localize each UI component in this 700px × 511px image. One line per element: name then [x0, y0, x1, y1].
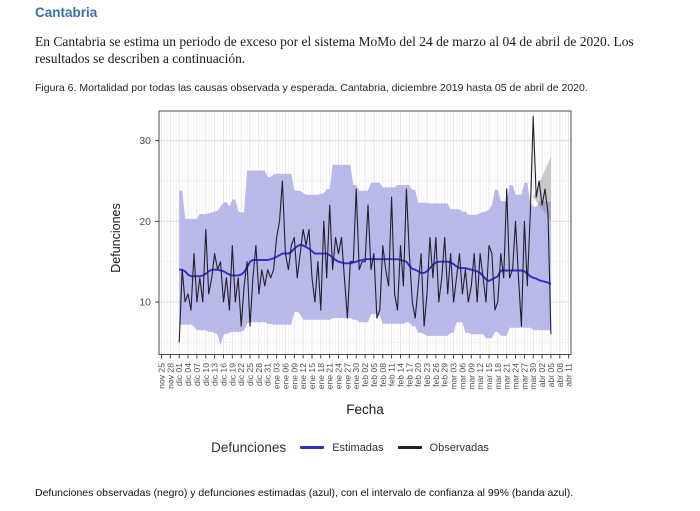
svg-text:feb 26: feb 26	[431, 363, 441, 387]
svg-text:mar 12: mar 12	[475, 363, 485, 390]
svg-text:feb 14: feb 14	[396, 363, 406, 387]
legend-title: Defunciones	[211, 440, 287, 455]
estimadas-line-swatch	[300, 446, 325, 449]
svg-text:dic 31: dic 31	[263, 363, 273, 386]
svg-text:ene 18: ene 18	[316, 363, 326, 390]
figure-caption: Figura 6. Mortalidad por todas las causa…	[35, 82, 588, 94]
svg-text:mar 09: mar 09	[466, 363, 476, 390]
svg-text:nov 28: nov 28	[165, 363, 175, 389]
svg-text:feb 02: feb 02	[360, 363, 370, 387]
svg-text:mar 24: mar 24	[511, 363, 521, 390]
svg-text:feb 20: feb 20	[413, 363, 423, 387]
observadas-line-swatch	[397, 446, 422, 449]
svg-text:dic 28: dic 28	[254, 363, 264, 386]
legend-label-estimadas: Estimadas	[332, 441, 384, 454]
svg-text:mar 03: mar 03	[449, 363, 459, 390]
x-axis-title: Fecha	[346, 402, 384, 417]
svg-text:dic 19: dic 19	[227, 363, 237, 386]
svg-text:dic 07: dic 07	[192, 363, 202, 386]
svg-text:abr 05: abr 05	[546, 363, 556, 388]
observadas-line	[178, 115, 552, 343]
svg-text:ene 15: ene 15	[307, 363, 317, 390]
mortality-chart: nov 25 nov 28 dic 01 dic 04 dic 07 dic 10 dic …	[106, 106, 586, 426]
svg-text:dic 13: dic 13	[210, 363, 220, 386]
svg-text:mar 18: mar 18	[493, 363, 503, 390]
svg-text:dic 10: dic 10	[201, 363, 211, 386]
svg-text:feb 17: feb 17	[404, 363, 414, 387]
svg-text:ene 24: ene 24	[334, 363, 344, 390]
region-heading: Cantabria	[35, 5, 98, 20]
figure-footnote: Defunciones observadas (negro) y defunci…	[35, 487, 574, 499]
legend-entry-observadas: Observadas	[397, 441, 489, 454]
svg-text:ene 03: ene 03	[272, 363, 282, 390]
svg-text:mar 30: mar 30	[528, 363, 538, 390]
svg-text:ene 06: ene 06	[280, 363, 290, 390]
y-axis-title: Defunciones	[109, 203, 123, 273]
svg-text:mar 21: mar 21	[502, 363, 512, 390]
svg-text:20: 20	[139, 216, 151, 228]
svg-text:mar 06: mar 06	[457, 363, 467, 390]
svg-text:mar 27: mar 27	[519, 363, 529, 390]
legend-entry-estimadas: Estimadas	[300, 441, 384, 454]
svg-text:feb 08: feb 08	[378, 363, 388, 387]
chart-legend: Defunciones Estimadas Observadas	[0, 440, 700, 455]
svg-text:ene 30: ene 30	[351, 363, 361, 390]
svg-text:30: 30	[139, 135, 151, 147]
svg-text:feb 29: feb 29	[440, 363, 450, 387]
svg-text:feb 23: feb 23	[422, 363, 432, 387]
svg-text:feb 05: feb 05	[369, 363, 379, 387]
svg-text:abr 11: abr 11	[564, 363, 574, 387]
svg-text:dic 04: dic 04	[183, 363, 193, 386]
legend-label-observadas: Observadas	[429, 441, 489, 454]
summary-paragraph: En Cantabria se estima un periodo de exc…	[35, 34, 634, 66]
svg-text:feb 11: feb 11	[387, 363, 397, 386]
svg-text:dic 01: dic 01	[174, 363, 184, 386]
svg-text:10: 10	[139, 297, 151, 309]
svg-text:abr 08: abr 08	[555, 363, 565, 388]
svg-text:abr 02: abr 02	[537, 363, 547, 388]
svg-text:dic 22: dic 22	[236, 363, 246, 386]
svg-text:ene 12: ene 12	[298, 363, 308, 390]
svg-text:mar 15: mar 15	[484, 363, 494, 390]
svg-text:dic 25: dic 25	[245, 363, 255, 386]
svg-text:ene 21: ene 21	[325, 363, 335, 390]
svg-text:ene 09: ene 09	[289, 363, 299, 390]
y-axis: 10 20 30	[139, 135, 159, 309]
svg-text:nov 25: nov 25	[157, 363, 167, 389]
svg-text:dic 16: dic 16	[219, 363, 229, 386]
svg-text:ene 27: ene 27	[342, 363, 352, 390]
